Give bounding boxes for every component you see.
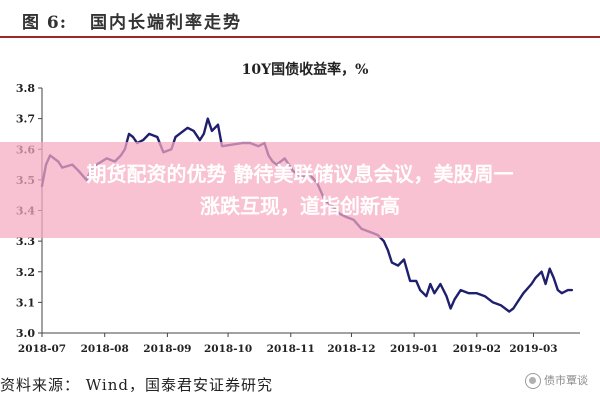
- y-tick-label: 3.7: [16, 113, 35, 126]
- figure-title: 国内长端利率走势: [90, 13, 242, 33]
- x-tick-label: 2018-07: [18, 343, 66, 355]
- wechat-icon: [525, 373, 541, 389]
- x-tick-label: 2019-03: [509, 343, 557, 355]
- headline-line-1: 期货配资的优势 静待美联储议息会议，美股周一: [86, 162, 514, 186]
- figure-label: 图 6:: [22, 13, 68, 33]
- watermark: 债市覃谈: [525, 372, 588, 389]
- chart-title: 10Y国债收益率，%: [242, 61, 369, 78]
- x-axis-tick-labels: 2018-07 2018-08 2018-09 2018-10 2018-11 2018-…: [18, 343, 558, 355]
- x-tick-label: 2018-08: [81, 343, 129, 355]
- headline-text: 期货配资的优势 静待美联储议息会议，美股周一 涨跌互现，道指创新高: [0, 158, 600, 222]
- x-tick-label: 2018-09: [143, 343, 191, 355]
- x-tick-label: 2018-12: [327, 343, 375, 355]
- x-tick-label: 2018-11: [267, 343, 315, 355]
- x-tick-label: 2019-01: [390, 343, 438, 355]
- headline-overlay: [0, 142, 600, 238]
- x-tick-label: 2019-02: [453, 343, 501, 355]
- watermark-text: 债市覃谈: [544, 374, 588, 387]
- x-tick-label: 2018-10: [204, 343, 252, 355]
- headline-line-2: 涨跌互现，道指创新高: [200, 194, 400, 218]
- y-tick-label: 3.3: [16, 235, 35, 248]
- y-tick-label: 3.8: [16, 82, 35, 95]
- source-note: 资料来源： Wind，国泰君安证券研究: [0, 376, 273, 394]
- y-tick-label: 3.0: [16, 327, 35, 340]
- figure-header: 图 6: 国内长端利率走势: [0, 0, 600, 38]
- y-tick-label: 3.2: [16, 266, 35, 279]
- y-tick-label: 3.1: [16, 296, 35, 309]
